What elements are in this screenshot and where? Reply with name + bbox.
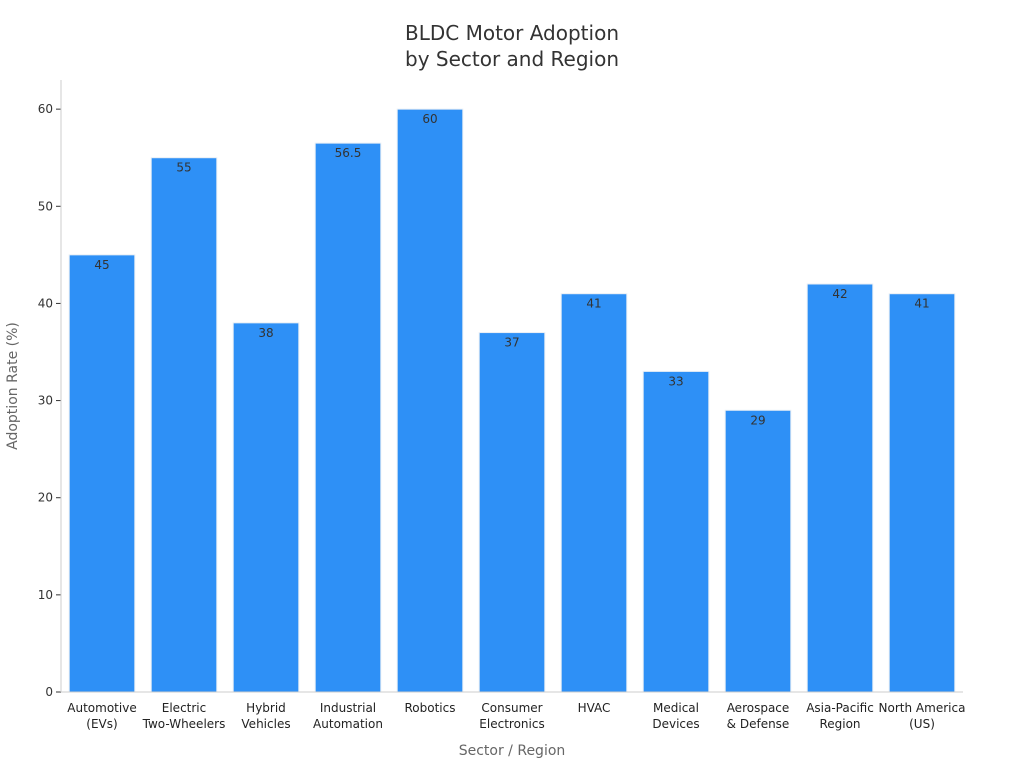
y-tick-label-6: 60 — [38, 102, 53, 116]
y-tick-label-4: 40 — [38, 296, 53, 310]
x-tick-label-8-line-1: & Defense — [727, 717, 790, 731]
x-tick-label-9-line-0: Asia-Pacific — [806, 701, 874, 715]
bar-9 — [806, 283, 874, 693]
x-tick-label-0-line-0: Automotive — [67, 701, 136, 715]
bar-0 — [68, 254, 136, 693]
y-tick-label-2: 20 — [38, 491, 53, 505]
y-tick-label-0: 0 — [45, 685, 53, 699]
chart-title-line-2: by Sector and Region — [405, 47, 619, 71]
bar-3 — [314, 142, 382, 693]
x-tick-label-10-line-1: (US) — [909, 717, 935, 731]
x-tick-label-3-line-1: Automation — [313, 717, 383, 731]
x-axis-label: Sector / Region — [459, 743, 566, 759]
bar-value-label-8: 29 — [750, 413, 765, 427]
x-tick-label-3-line-0: Industrial — [320, 701, 376, 715]
x-tick-label-9-line-1: Region — [819, 717, 860, 731]
x-axis-categories: Automotive (EVs) Electric Two-Wheelers Hybri… — [67, 701, 965, 731]
bar-value-label-9: 42 — [832, 287, 847, 301]
bar-value-label-5: 37 — [504, 336, 519, 350]
bar-value-label-7: 33 — [668, 374, 683, 388]
x-tick-label-5-line-0: Consumer — [481, 701, 542, 715]
x-tick-label-1-line-1: Two-Wheelers — [142, 717, 226, 731]
y-axis-ticks: 0 10 20 30 40 50 60 — [38, 102, 61, 699]
bar-value-label-6: 41 — [586, 297, 601, 311]
x-tick-label-2-line-0: Hybrid — [246, 701, 286, 715]
value-labels-group: 45 55 38 56.5 60 37 41 33 29 42 41 — [94, 112, 929, 427]
bars-group — [68, 108, 956, 693]
bar-value-label-4: 60 — [422, 112, 437, 126]
y-axis-label: Adoption Rate (%) — [5, 322, 21, 450]
bar-4 — [396, 108, 464, 693]
x-tick-label-4-line-0: Robotics — [405, 701, 456, 715]
bar-6 — [560, 293, 628, 693]
bar-2 — [232, 322, 300, 693]
bar-5 — [478, 332, 546, 693]
bar-1 — [150, 157, 218, 693]
x-tick-label-7-line-0: Medical — [653, 701, 699, 715]
x-tick-label-6-line-0: HVAC — [578, 701, 611, 715]
x-tick-label-7-line-1: Devices — [652, 717, 699, 731]
x-tick-label-10-line-0: North America — [879, 701, 966, 715]
y-tick-label-1: 10 — [38, 588, 53, 602]
bar-value-label-1: 55 — [176, 161, 191, 175]
x-tick-label-1-line-0: Electric — [162, 701, 206, 715]
bar-value-label-3: 56.5 — [335, 146, 362, 160]
x-tick-label-2-line-1: Vehicles — [241, 717, 290, 731]
y-tick-label-3: 30 — [38, 394, 53, 408]
bar-7 — [642, 370, 710, 693]
bar-value-label-2: 38 — [258, 326, 273, 340]
bar-value-label-0: 45 — [94, 258, 109, 272]
y-tick-label-5: 50 — [38, 199, 53, 213]
chart-title-line-1: BLDC Motor Adoption — [405, 21, 619, 45]
x-tick-label-8-line-0: Aerospace — [727, 701, 790, 715]
x-tick-label-0-line-1: (EVs) — [86, 717, 117, 731]
bar-value-label-10: 41 — [914, 297, 929, 311]
x-tick-label-5-line-1: Electronics — [479, 717, 544, 731]
bar-8 — [724, 409, 792, 693]
bar-10 — [888, 293, 956, 693]
